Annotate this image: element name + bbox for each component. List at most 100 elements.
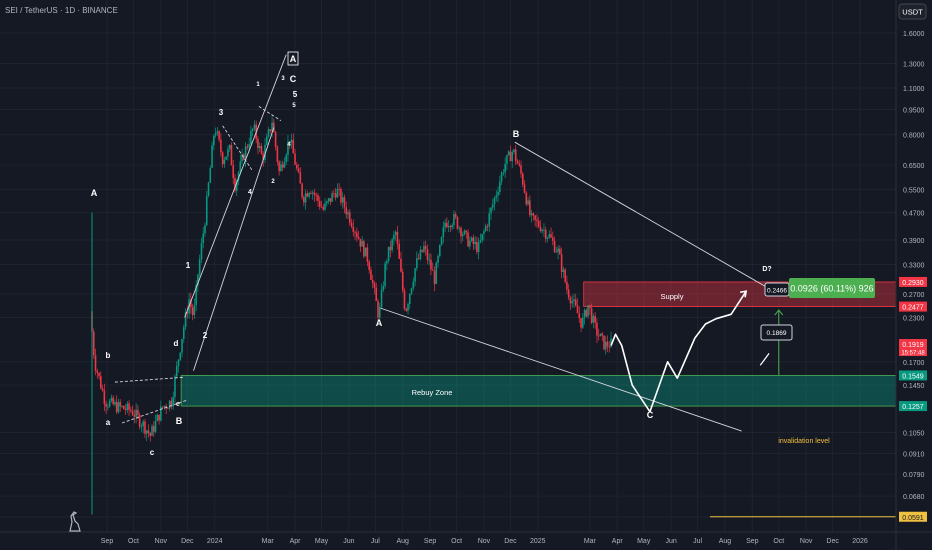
- candle-body: [290, 139, 293, 143]
- candle-body: [235, 180, 238, 191]
- candle-body: [479, 240, 482, 243]
- candle-body: [573, 299, 575, 302]
- wave-label-A_boxed: A: [290, 54, 297, 64]
- candle-body: [269, 129, 272, 131]
- invalidation-label: invalidation level: [778, 438, 830, 445]
- candle-body: [396, 231, 399, 244]
- candle-body: [610, 338, 612, 348]
- candle-body: [313, 192, 316, 196]
- candle-body: [280, 164, 282, 172]
- candle-body: [213, 135, 215, 146]
- candle-body: [177, 359, 180, 366]
- candle-body: [281, 164, 284, 168]
- x-tick-label: Sep: [101, 538, 114, 545]
- candle-body: [454, 214, 457, 218]
- candle-body: [456, 217, 459, 229]
- wave-label-C_top: C: [290, 74, 297, 84]
- candle-body: [361, 240, 363, 247]
- candle-body: [426, 249, 429, 260]
- candle-body: [341, 197, 344, 203]
- candle-body: [278, 161, 280, 172]
- candle-body: [594, 316, 596, 323]
- candle-body: [366, 247, 369, 262]
- candle-body: [520, 165, 522, 174]
- candle-body: [417, 258, 420, 260]
- supply-label: Supply: [661, 292, 684, 301]
- candle-body: [209, 167, 212, 183]
- time-axis[interactable]: Sep Oct Nov Dec 2024 Mar Apr May Jun Jul Aug Sep Oct…: [0, 531, 932, 545]
- candle-body: [421, 249, 423, 252]
- drawn-lines: [114, 54, 784, 432]
- candle-body: [108, 400, 111, 407]
- candle-body: [225, 156, 227, 160]
- candle-body: [283, 161, 286, 168]
- candle-body: [343, 197, 346, 208]
- wave-label-d: d: [174, 339, 179, 348]
- candle-body: [541, 229, 544, 232]
- candle-body: [400, 258, 402, 272]
- candle-body: [214, 132, 217, 136]
- candle-body: [386, 260, 388, 264]
- candle-body: [221, 152, 224, 165]
- candle-body: [311, 192, 314, 194]
- price-tag: [899, 401, 927, 412]
- wave-label-imp4: 4: [248, 189, 252, 196]
- callout-box-small: [760, 324, 793, 341]
- candle-body: [483, 231, 485, 234]
- candle-body: [488, 213, 491, 227]
- candle-body: [317, 195, 319, 201]
- candle-body: [401, 271, 404, 291]
- candle-body: [544, 229, 547, 239]
- candle-body: [603, 335, 605, 350]
- candle-body: [267, 129, 270, 137]
- candle-body: [304, 193, 307, 203]
- gain-measure-text: 0.0926 (60.11%) 926: [790, 284, 873, 294]
- candle-body: [423, 245, 425, 252]
- y-tick-label: 0.6500: [903, 163, 925, 170]
- wave-label-imp2: 2: [203, 331, 208, 340]
- candle-body: [592, 316, 595, 323]
- candle-body: [331, 193, 333, 202]
- candle-body: [124, 409, 127, 411]
- candle-body: [490, 207, 492, 214]
- candle-body: [504, 164, 506, 173]
- candle-body: [241, 154, 243, 162]
- candle-body: [239, 161, 242, 173]
- candle-body: [428, 259, 431, 261]
- x-tick-label: May: [637, 538, 651, 545]
- x-tick-label: Apr: [290, 538, 302, 545]
- candle-body: [322, 207, 325, 210]
- candle-body: [461, 234, 464, 237]
- projection-path: [610, 290, 770, 413]
- measure-arrow-head: [774, 309, 784, 316]
- price-axis[interactable]: 1.6000 1.3000 1.1000 0.9500 0.8000 0.6500 0.55…: [895, 0, 927, 550]
- y-tick-label: 0.8000: [903, 133, 925, 140]
- candle-body: [431, 269, 434, 271]
- candle-body: [137, 409, 139, 415]
- candle-body: [303, 197, 305, 203]
- candle-body: [324, 203, 326, 210]
- candle-body: [338, 188, 340, 190]
- candle-body: [295, 164, 298, 169]
- candle-body: [536, 219, 538, 221]
- candle-body: [329, 198, 332, 202]
- candle-body: [172, 396, 175, 407]
- candle-body: [294, 153, 296, 165]
- candle-body: [237, 172, 240, 181]
- candle-body: [444, 222, 446, 228]
- currency-button[interactable]: [898, 3, 927, 20]
- candle-body: [149, 433, 152, 436]
- candle-body: [216, 131, 219, 133]
- candle-body: [306, 193, 309, 197]
- candle-body: [557, 248, 559, 252]
- candle-body: [128, 403, 130, 410]
- candle-body: [393, 235, 395, 240]
- candle-body: [320, 206, 323, 208]
- candle-body: [96, 370, 99, 373]
- candle-body: [248, 144, 250, 148]
- candle-body: [543, 229, 545, 231]
- candle-body: [228, 144, 231, 150]
- candle-body: [119, 402, 122, 407]
- candle-body: [144, 421, 146, 434]
